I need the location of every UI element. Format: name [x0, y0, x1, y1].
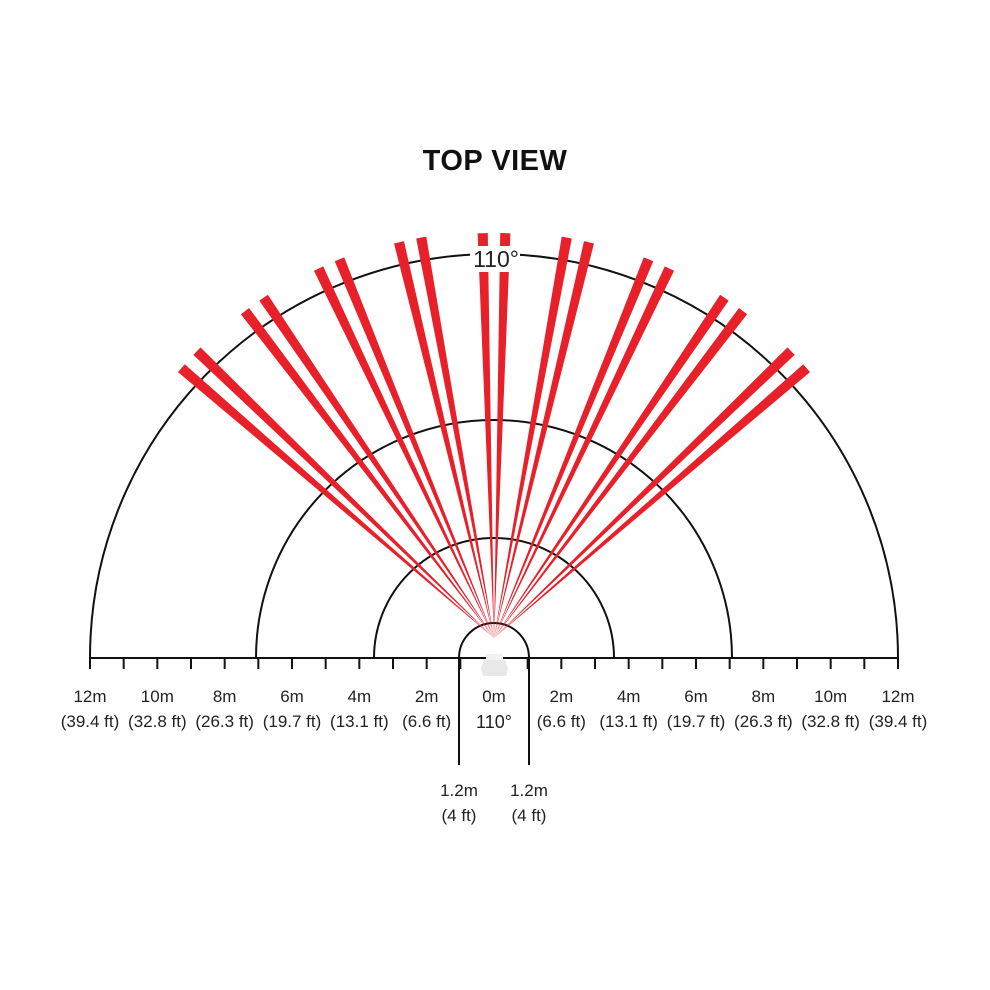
axis-label-ft: (6.6 ft) [402, 712, 451, 731]
axis-label-m: 12m [881, 687, 914, 706]
detection-beam [477, 233, 494, 638]
center-angle-label: 110° [476, 712, 512, 732]
axis-label-ft: (26.3 ft) [734, 712, 793, 731]
detection-beam [494, 307, 748, 638]
axis-label-ft: (32.8 ft) [801, 712, 860, 731]
detection-beam [494, 236, 572, 638]
axis-label-m: 10m [141, 687, 174, 706]
detection-beam [177, 364, 494, 638]
axis-label-ft: (19.7 ft) [263, 712, 322, 731]
near-zone-outline [458, 622, 530, 765]
detection-beam [240, 307, 494, 638]
axis-label-m: 8m [752, 687, 776, 706]
detection-beam [494, 233, 511, 638]
detection-beam [494, 347, 795, 638]
detection-beam [193, 347, 494, 638]
near-zone-right-ft: (4 ft) [512, 806, 547, 825]
detection-beam [334, 257, 494, 638]
axis-label-ft: (39.4 ft) [869, 712, 928, 731]
diagram-title: TOP VIEW [422, 145, 568, 177]
sensor-icon [481, 654, 508, 676]
near-zone-left-m: 1.2m [440, 781, 478, 800]
detection-beam [494, 294, 729, 638]
axis-label-m: 6m [684, 687, 708, 706]
detection-beam [416, 236, 494, 638]
range-arc-3.5m [373, 537, 615, 659]
axis-label-m: 10m [814, 687, 847, 706]
axis-label-ft: (19.7 ft) [667, 712, 726, 731]
axis-label-ft: (6.6 ft) [537, 712, 586, 731]
axis-label-m: 2m [415, 687, 439, 706]
axis-label-ft: (32.8 ft) [128, 712, 187, 731]
range-arc-12m [89, 253, 899, 659]
range-arc-7m [255, 419, 733, 659]
axis-label-m: 4m [348, 687, 372, 706]
axis-label-ft: (26.3 ft) [195, 712, 254, 731]
detection-beam [494, 241, 594, 638]
detection-beam [494, 364, 811, 638]
detection-beam [494, 266, 675, 638]
detection-beam [259, 294, 494, 638]
axis-label-0m: 0m [482, 687, 506, 706]
axis-label-m: 4m [617, 687, 641, 706]
axis-label-m: 8m [213, 687, 237, 706]
axis-label-ft: (39.4 ft) [61, 712, 120, 731]
near-zone-right-m: 1.2m [510, 781, 548, 800]
arc-angle-label: 110° [473, 246, 519, 272]
detection-beam [313, 266, 494, 638]
detection-beam [394, 241, 494, 638]
axis-label-ft: (13.1 ft) [330, 712, 389, 731]
axis-label-ft: (13.1 ft) [599, 712, 658, 731]
near-zone-left-ft: (4 ft) [442, 806, 477, 825]
detection-beam [494, 257, 654, 638]
axis-label-m: 2m [550, 687, 574, 706]
axis-label-m: 12m [73, 687, 106, 706]
axis-label-m: 6m [280, 687, 304, 706]
